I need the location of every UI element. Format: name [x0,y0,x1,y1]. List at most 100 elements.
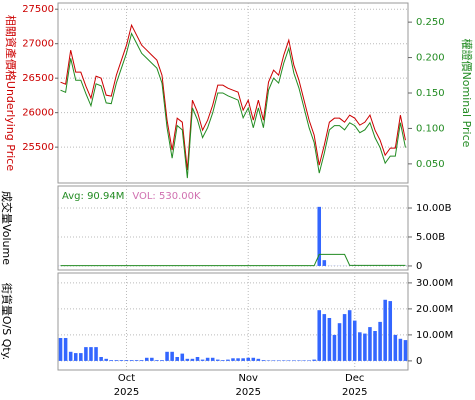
bar [104,358,108,361]
y-tick-label: 26000 [22,108,54,119]
bar [200,359,205,361]
y-tick-label: 10.00B [416,203,452,214]
bar [393,334,398,361]
bar [79,353,83,361]
bar [312,359,316,361]
annotation: VOL: 530.00K [132,191,201,202]
bar [221,360,225,361]
panel-frame [57,2,409,184]
bar [190,358,195,361]
bar [251,357,256,361]
bar [322,260,327,266]
bar [68,351,73,361]
bar [261,360,266,361]
bar [210,357,215,361]
data-line [60,23,406,171]
bar [119,360,124,361]
bar [352,320,357,361]
bar [109,360,114,361]
bar [246,357,250,361]
bar [276,360,281,361]
bar [332,334,337,361]
bar [155,360,159,361]
bar [241,358,245,361]
bar [383,299,387,361]
y-tick-label: 10.00M [416,330,453,341]
bar [378,321,382,361]
bar [236,358,240,361]
bar [292,360,296,361]
bar [337,323,342,361]
x-tick-label: Oct 2025 [114,373,139,398]
y2-tick-label: 0.250 [416,17,445,28]
y-tick-label: 26500 [22,73,54,84]
bar [342,314,347,361]
bar [256,358,261,361]
bar [150,357,154,361]
y-tick-label: 27000 [22,39,54,50]
bar [134,360,139,361]
bar [231,358,235,361]
annotation: Avg: 90.94M [62,191,124,202]
x-tick-label: Nov 2025 [235,373,260,398]
bar [216,359,220,361]
y-axis-label: 街貨量O/S Qty. [0,283,14,360]
bar [175,356,179,361]
y2-tick-label: 0.150 [416,88,445,99]
y-axis-label: 相關資產價格Underlying Price [4,15,18,171]
bar [89,347,93,361]
y-axis-label: 成交量Volume [0,191,14,265]
data-line [60,32,406,179]
y2-tick-label: 0.050 [416,159,445,170]
bar [73,353,78,361]
y-tick-label: 25500 [22,142,54,153]
y2-axis-label: 權證價Nominal Price [460,39,474,148]
bar [180,353,185,361]
bar [347,310,352,361]
y-tick-label: 27500 [22,4,54,15]
bar [281,360,286,361]
panel-frame [57,185,409,271]
bar [388,301,393,361]
bar [144,357,149,361]
bar [287,360,291,361]
bar [94,347,98,361]
bar [271,360,276,361]
bar [307,360,311,361]
bar [195,356,200,361]
bar [266,360,271,361]
y-tick-label: 0 [416,261,422,272]
bar [99,356,103,361]
bar [297,360,301,361]
y-tick-label: 20.00M [416,304,453,315]
bar [129,360,134,361]
bar [358,332,362,361]
bar [165,351,169,361]
bar [363,333,367,361]
bar [58,338,63,361]
bar [373,330,377,361]
bar [368,327,372,361]
bar [160,360,164,361]
bar [205,357,210,361]
bar [403,340,408,361]
bar [302,360,306,361]
bar [317,310,322,361]
bar [139,360,144,361]
bar [84,347,88,361]
x-tick-label: Dec 2025 [342,373,367,398]
bar [170,351,174,361]
y-tick-label: 0 [416,356,422,367]
bar [327,317,332,361]
y2-tick-label: 0.100 [416,123,445,134]
bar [63,338,68,361]
bar [185,358,190,361]
y-tick-label: 5.00B [416,232,445,243]
bar [114,360,119,361]
bar [322,314,327,361]
bar [317,206,322,266]
bar [226,359,230,361]
data-line [60,253,406,267]
